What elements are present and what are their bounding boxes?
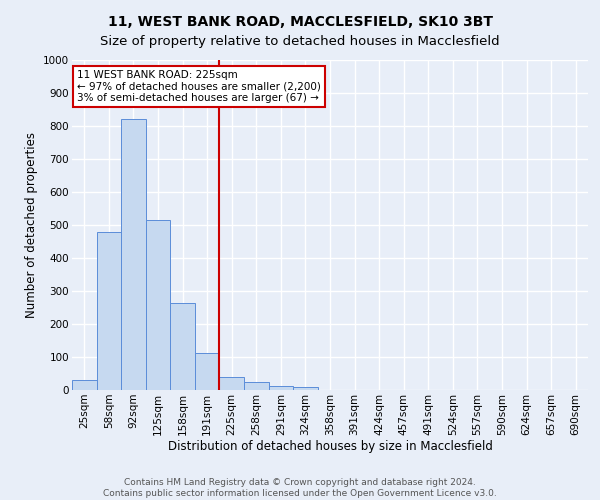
Bar xyxy=(269,386,293,390)
Bar xyxy=(72,380,97,390)
Text: Contains HM Land Registry data © Crown copyright and database right 2024.
Contai: Contains HM Land Registry data © Crown c… xyxy=(103,478,497,498)
Text: Size of property relative to detached houses in Macclesfield: Size of property relative to detached ho… xyxy=(100,35,500,48)
Bar xyxy=(220,377,244,390)
Bar xyxy=(97,232,121,390)
X-axis label: Distribution of detached houses by size in Macclesfield: Distribution of detached houses by size … xyxy=(167,440,493,454)
Bar xyxy=(244,382,269,390)
Bar xyxy=(195,353,220,390)
Y-axis label: Number of detached properties: Number of detached properties xyxy=(25,132,38,318)
Text: 11 WEST BANK ROAD: 225sqm
← 97% of detached houses are smaller (2,200)
3% of sem: 11 WEST BANK ROAD: 225sqm ← 97% of detac… xyxy=(77,70,321,103)
Bar xyxy=(121,120,146,390)
Text: 11, WEST BANK ROAD, MACCLESFIELD, SK10 3BT: 11, WEST BANK ROAD, MACCLESFIELD, SK10 3… xyxy=(107,15,493,29)
Bar xyxy=(293,388,318,390)
Bar xyxy=(146,220,170,390)
Bar xyxy=(170,302,195,390)
